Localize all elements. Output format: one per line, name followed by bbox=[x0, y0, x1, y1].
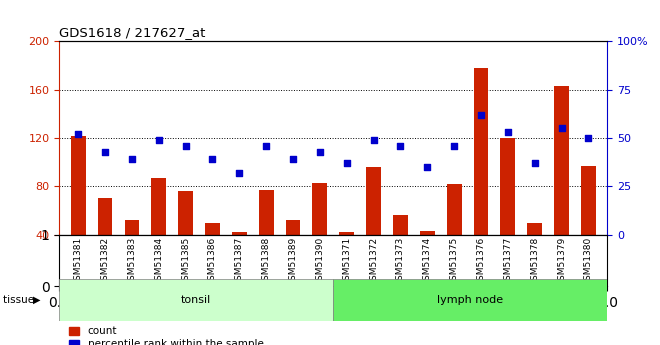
Point bbox=[422, 164, 432, 170]
Bar bbox=[286, 220, 300, 235]
Point bbox=[73, 131, 83, 137]
Bar bbox=[581, 166, 596, 235]
Point bbox=[180, 143, 191, 148]
Bar bbox=[205, 223, 220, 235]
Text: GSM51380: GSM51380 bbox=[584, 237, 593, 286]
Point bbox=[502, 129, 513, 135]
Legend: count, percentile rank within the sample: count, percentile rank within the sample bbox=[65, 322, 267, 345]
Text: GSM51386: GSM51386 bbox=[208, 237, 217, 286]
Text: tissue: tissue bbox=[3, 295, 38, 305]
Bar bbox=[333, 279, 607, 321]
Bar bbox=[527, 223, 542, 235]
Bar bbox=[339, 232, 354, 235]
Point bbox=[556, 126, 567, 131]
Point bbox=[341, 160, 352, 166]
Point bbox=[288, 157, 298, 162]
Text: GSM51390: GSM51390 bbox=[315, 237, 324, 286]
Text: tonsil: tonsil bbox=[182, 295, 211, 305]
Point bbox=[234, 170, 245, 176]
Text: GSM51385: GSM51385 bbox=[181, 237, 190, 286]
Point bbox=[154, 137, 164, 143]
Bar bbox=[178, 191, 193, 235]
Point bbox=[127, 157, 137, 162]
Point bbox=[207, 157, 218, 162]
Text: lymph node: lymph node bbox=[437, 295, 504, 305]
Text: GSM51387: GSM51387 bbox=[235, 237, 244, 286]
Bar bbox=[232, 232, 247, 235]
Bar bbox=[59, 279, 333, 321]
Text: GSM51379: GSM51379 bbox=[557, 237, 566, 286]
Point bbox=[315, 149, 325, 154]
Point bbox=[583, 135, 594, 141]
Text: GSM51377: GSM51377 bbox=[504, 237, 512, 286]
Text: GSM51383: GSM51383 bbox=[127, 237, 137, 286]
Point bbox=[100, 149, 110, 154]
Bar bbox=[554, 86, 569, 235]
Text: GSM51371: GSM51371 bbox=[343, 237, 351, 286]
Bar bbox=[366, 167, 381, 235]
Point bbox=[529, 160, 540, 166]
Point bbox=[449, 143, 459, 148]
Bar bbox=[500, 138, 515, 235]
Text: GSM51384: GSM51384 bbox=[154, 237, 163, 286]
Text: GSM51373: GSM51373 bbox=[396, 237, 405, 286]
Text: GSM51388: GSM51388 bbox=[261, 237, 271, 286]
Text: GSM51378: GSM51378 bbox=[530, 237, 539, 286]
Point bbox=[395, 143, 406, 148]
Bar bbox=[312, 183, 327, 235]
Bar bbox=[474, 68, 488, 235]
Text: GSM51374: GSM51374 bbox=[423, 237, 432, 286]
Text: GSM51376: GSM51376 bbox=[477, 237, 486, 286]
Bar bbox=[393, 215, 408, 235]
Text: GSM51372: GSM51372 bbox=[369, 237, 378, 286]
Text: GSM51389: GSM51389 bbox=[288, 237, 298, 286]
Point bbox=[476, 112, 486, 118]
Point bbox=[261, 143, 271, 148]
Bar bbox=[447, 184, 461, 235]
Bar bbox=[259, 190, 273, 235]
Text: GSM51382: GSM51382 bbox=[100, 237, 110, 286]
Bar bbox=[151, 178, 166, 235]
Bar bbox=[98, 198, 112, 235]
Point bbox=[368, 137, 379, 143]
Bar bbox=[71, 136, 86, 235]
Bar bbox=[420, 231, 435, 235]
Bar bbox=[125, 220, 139, 235]
Text: GSM51375: GSM51375 bbox=[449, 237, 459, 286]
Text: GSM51381: GSM51381 bbox=[74, 237, 82, 286]
Text: ▶: ▶ bbox=[33, 295, 40, 305]
Text: GDS1618 / 217627_at: GDS1618 / 217627_at bbox=[59, 26, 206, 39]
